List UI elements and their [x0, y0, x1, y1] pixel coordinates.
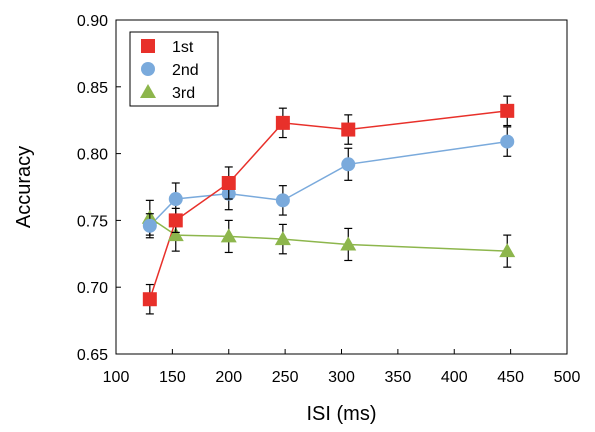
x-tick-label: 250	[272, 369, 299, 386]
data-point	[275, 115, 290, 130]
y-tick-label: 0.80	[77, 147, 108, 164]
data-point	[340, 236, 357, 251]
data-point	[499, 243, 516, 258]
x-tick-label: 300	[328, 369, 355, 386]
series-3rd-points	[141, 199, 516, 268]
x-tick-label: 100	[103, 369, 130, 386]
data-point	[168, 192, 183, 207]
data-point	[168, 213, 183, 228]
series-3rd	[149, 217, 508, 252]
data-point	[167, 227, 184, 242]
series-group	[141, 95, 516, 315]
legend-label-3rd: 3rd	[172, 85, 195, 102]
y-tick-label: 0.85	[77, 80, 108, 97]
y-tick-label: 0.65	[77, 347, 108, 364]
data-point	[274, 231, 291, 246]
series-1st-points	[142, 95, 515, 315]
series-line	[149, 217, 508, 252]
series-line	[149, 140, 508, 227]
x-tick-label: 200	[215, 369, 242, 386]
legend-marker-3rd	[140, 84, 156, 98]
data-point	[500, 134, 515, 149]
data-point	[275, 193, 290, 208]
x-tick-label: 400	[441, 369, 468, 386]
data-point	[500, 103, 515, 118]
data-point	[221, 175, 236, 190]
legend: 1st 2nd 3rd	[129, 31, 219, 107]
data-point	[220, 228, 237, 243]
legend-label-2nd: 2nd	[172, 62, 199, 79]
y-tick-label: 0.70	[77, 280, 108, 297]
x-tick-label: 500	[554, 369, 581, 386]
data-point	[142, 292, 157, 307]
series-1st	[149, 110, 508, 300]
legend-marker-1st	[141, 39, 155, 53]
legend-marker-2nd	[141, 62, 155, 76]
data-point	[341, 122, 356, 137]
data-point	[142, 218, 157, 233]
data-point	[341, 157, 356, 172]
x-tick-label: 450	[497, 369, 524, 386]
series-2nd-points	[142, 126, 515, 239]
x-tick-label: 350	[385, 369, 412, 386]
y-axis-title: Accuracy	[13, 146, 35, 228]
tick-labels: 100 150 200 250 300 350 400 450 500 0.65 0.70 0.75 0…	[77, 13, 581, 386]
x-tick-label: 150	[159, 369, 186, 386]
series-2nd	[149, 140, 508, 227]
axes	[115, 19, 568, 355]
series-line	[149, 110, 508, 300]
y-tick-label: 0.75	[77, 213, 108, 230]
x-axis-title: ISI (ms)	[307, 403, 377, 425]
legend-label-1st: 1st	[172, 39, 194, 56]
y-tick-label: 0.90	[77, 13, 108, 30]
